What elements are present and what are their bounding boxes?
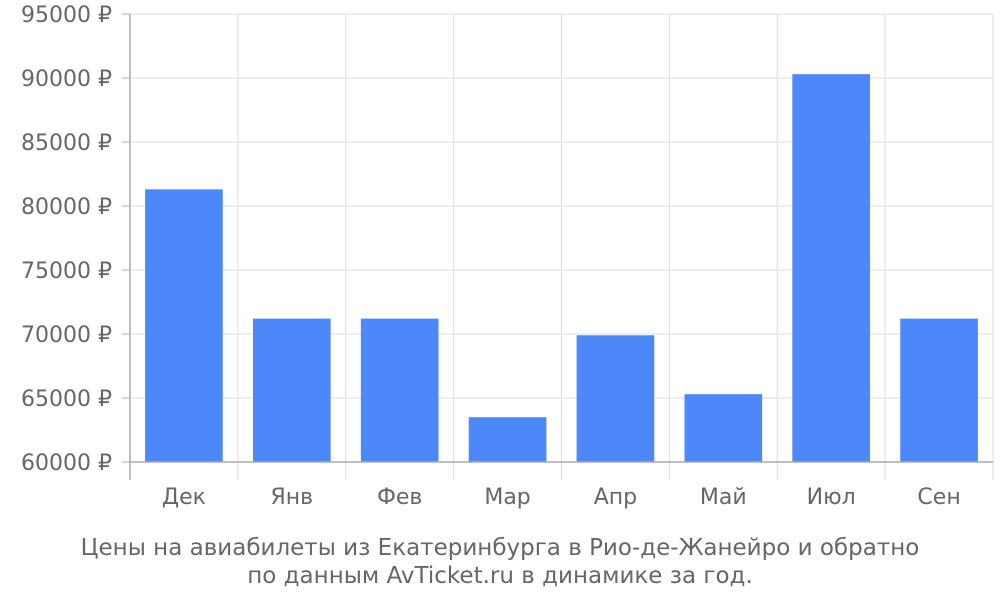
- y-tick-label: 65000 ₽: [21, 387, 112, 412]
- x-tick-label: Апр: [594, 485, 637, 510]
- price-bar-chart: 60000 ₽ 65000 ₽ 70000 ₽ 75000 ₽ 80000 ₽ 85000…: [21, 3, 994, 510]
- chart-caption-line-1: Цены на авиабилеты из Екатеринбурга в Ри…: [80, 535, 920, 561]
- x-tick-label: Мар: [484, 485, 530, 510]
- y-tick-label: 90000 ₽: [21, 67, 112, 92]
- bar-4: [576, 335, 655, 462]
- x-tick-label: Дек: [162, 485, 206, 510]
- bar-2: [360, 318, 439, 462]
- bars: [145, 74, 978, 463]
- x-tick-labels: Дек Янв Фев Мар Апр Май Июл Сен: [162, 485, 961, 510]
- y-tick-label: 95000 ₽: [21, 3, 112, 28]
- y-tick-label: 85000 ₽: [21, 131, 112, 156]
- x-tick-label: Янв: [270, 485, 313, 510]
- x-tick-label: Июл: [807, 485, 856, 510]
- y-tick-label: 80000 ₽: [21, 195, 112, 220]
- bar-0: [145, 189, 223, 463]
- bar-1: [252, 318, 331, 462]
- bar-3: [468, 417, 547, 462]
- bar-5: [684, 394, 763, 462]
- x-tick-label: Фев: [377, 485, 422, 510]
- axes: [122, 13, 994, 480]
- y-tick-label: 70000 ₽: [21, 323, 112, 348]
- bar-7: [900, 318, 978, 462]
- chart-caption-line-2: по данным AvTicket.ru в динамике за год.: [247, 563, 753, 589]
- x-tick-label: Сен: [917, 485, 960, 510]
- y-tick-label: 60000 ₽: [21, 451, 112, 476]
- y-tick-label: 75000 ₽: [21, 259, 112, 284]
- bar-6: [792, 74, 871, 462]
- y-tick-labels: 60000 ₽ 65000 ₽ 70000 ₽ 75000 ₽ 80000 ₽ 85000…: [21, 3, 112, 476]
- x-tick-label: Май: [700, 485, 747, 510]
